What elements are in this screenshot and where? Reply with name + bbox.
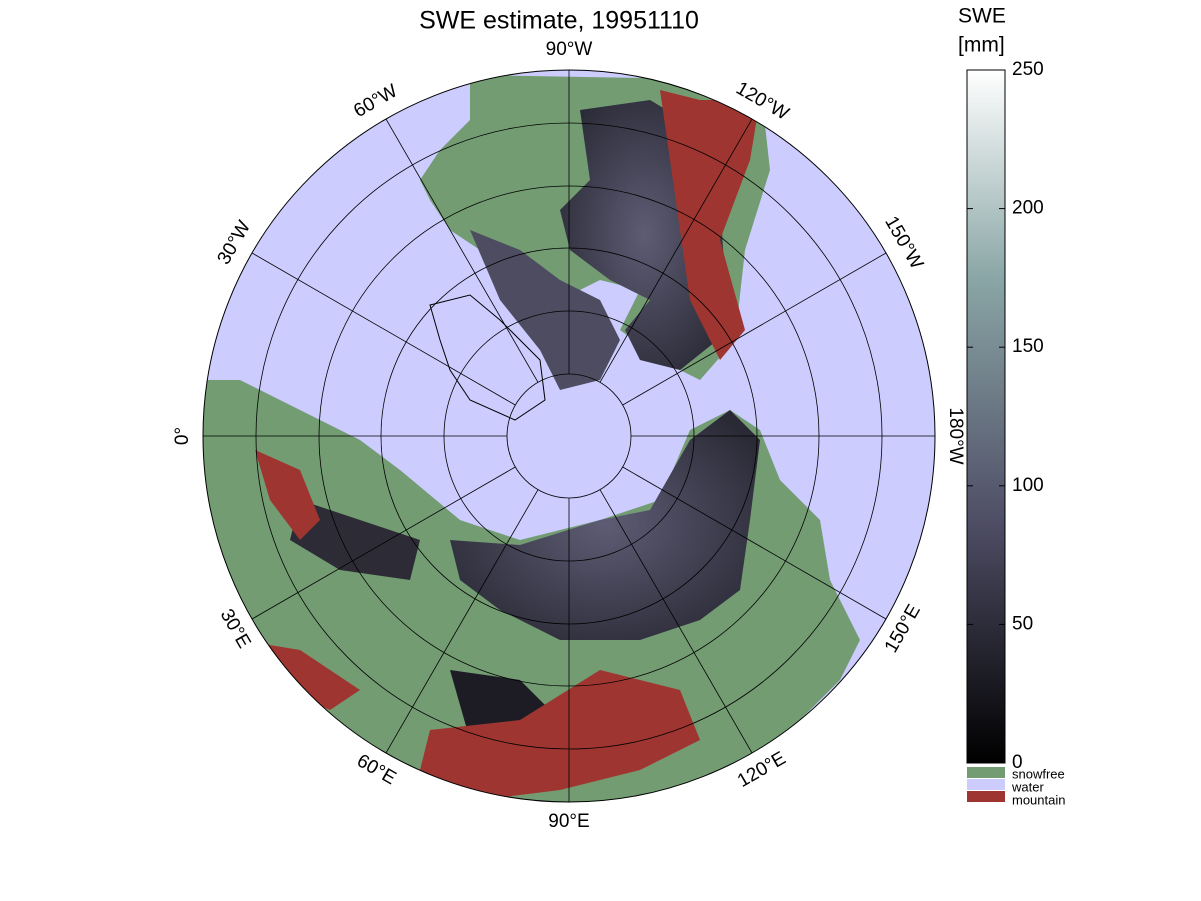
scandinavia-mountains [255,450,320,540]
rockies [660,90,760,360]
asia-mountains [420,670,700,800]
legend-label: water [1011,779,1044,794]
meridian [622,252,887,406]
arctic-islands [470,230,620,390]
legend-label: snowfree [1012,766,1065,781]
legend-swatch [967,767,1005,778]
colorbar-ticks: 0 50 100 150 200 250 [967,59,1044,773]
longitude-label: 180°W [945,407,966,464]
colorbar-label: [mm] [958,34,1005,57]
legend-label: mountain [1012,792,1065,807]
colorbar-tick-label: 0 [1012,752,1023,773]
greenland-outline [429,294,546,421]
legend-swatch [967,791,1005,802]
legend-swatch [967,779,1005,790]
map-border [202,69,936,803]
meridian [385,489,539,754]
longitude-label: 90°W [546,39,593,60]
colorbar-tick-label: 150 [1012,336,1044,357]
meridian [622,466,887,620]
meridian [385,118,539,383]
graticule [203,70,935,802]
colorbar-tick-label: 200 [1012,198,1044,219]
map [203,70,935,802]
colorbar-label: SWE [958,5,1006,28]
europe-snow [290,500,420,580]
colorbar-tick-label: 100 [1012,475,1044,496]
map-title: SWE estimate, 19951110 [419,7,699,35]
meridian [251,466,516,620]
longitude-label: 0° [172,427,193,445]
colorbar-tick-label: 50 [1012,613,1033,634]
colorbar-tick-label: 250 [1012,59,1044,80]
meridian [251,252,516,406]
siberia-snow [450,410,760,640]
longitude-label: 90°E [548,811,589,832]
colorbar [966,69,1006,764]
meridian [599,489,753,754]
meridian [599,118,753,383]
